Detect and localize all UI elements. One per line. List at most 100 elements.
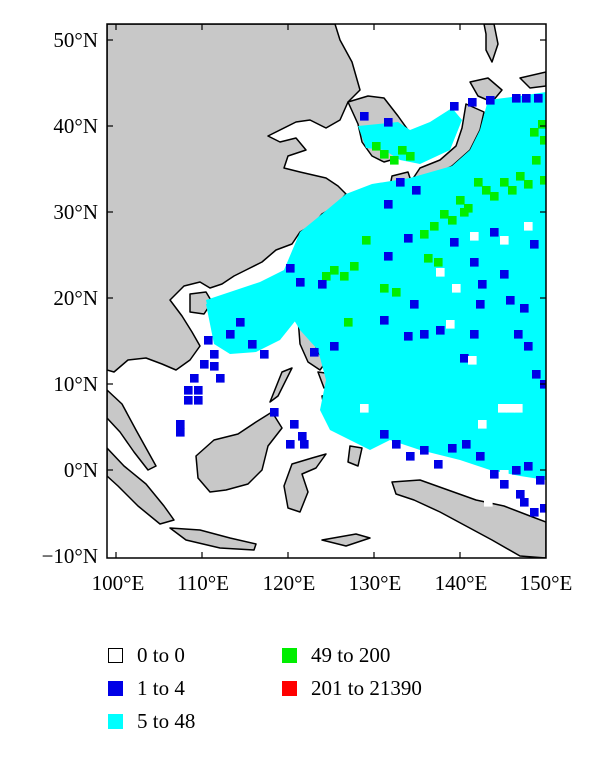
- count-cell-0: [498, 404, 507, 413]
- count-cell-1-4: [384, 200, 393, 209]
- count-cell-1-4: [210, 362, 219, 371]
- count-cell-49-200: [380, 284, 389, 293]
- count-cell-1-4: [420, 330, 429, 339]
- count-cell-1-4: [396, 178, 405, 187]
- count-cell-1-4: [360, 112, 369, 121]
- count-cell-1-4: [512, 466, 521, 475]
- count-cell-1-4: [506, 296, 515, 305]
- count-cell-1-4: [532, 370, 541, 379]
- count-cell-1-4: [520, 304, 529, 313]
- count-cell-1-4: [530, 240, 539, 249]
- lat-labels: 50°N 40°N 30°N 20°N 10°N 0°N −10°N: [42, 28, 98, 568]
- halmahera: [347, 445, 363, 467]
- count-cell-1-4: [540, 504, 546, 513]
- legend-item: 0 to 0: [108, 642, 185, 668]
- legend-label: 5 to 48: [137, 708, 196, 733]
- count-cell-49-200: [460, 208, 469, 217]
- count-cell-1-4: [248, 340, 257, 349]
- count-cell-49-200: [482, 186, 491, 195]
- count-cell-49-200: [372, 142, 381, 151]
- count-cell-1-4: [200, 360, 209, 369]
- count-cell-1-4: [450, 238, 459, 247]
- lon-labels: 100°E 110°E 120°E 130°E 140°E 150°E: [92, 571, 573, 595]
- count-cell-49-200: [508, 186, 517, 195]
- count-cell-49-200: [538, 120, 546, 129]
- count-cell-1-4: [412, 186, 421, 195]
- count-cell-49-200: [350, 262, 359, 271]
- borneo: [195, 411, 283, 493]
- count-cell-49-200: [430, 222, 439, 231]
- new-guinea: [391, 479, 546, 558]
- count-region-5-48: [206, 300, 296, 354]
- count-cell-1-4: [524, 462, 533, 471]
- legend-item: 1 to 4: [108, 675, 185, 701]
- count-cell-1-4: [318, 280, 327, 289]
- count-cell-1-4: [520, 498, 529, 507]
- count-cell-1-4: [536, 476, 545, 485]
- count-cell-1-4: [410, 300, 419, 309]
- count-cell-49-200: [448, 216, 457, 225]
- count-cell-49-200: [532, 156, 541, 165]
- lat-label: 0°N: [64, 458, 98, 482]
- count-cell-1-4: [380, 430, 389, 439]
- count-cell-49-200: [340, 272, 349, 281]
- count-cell-49-200: [390, 156, 399, 165]
- count-cell-49-200: [540, 176, 546, 185]
- count-cell-49-200: [456, 196, 465, 205]
- count-cell-1-4: [210, 350, 219, 359]
- legend-item: 201 to 21390: [282, 675, 422, 701]
- count-cell-1-4: [522, 94, 531, 103]
- count-cell-1-4: [286, 440, 295, 449]
- count-cell-49-200: [322, 272, 331, 281]
- count-cell-1-4: [194, 396, 203, 405]
- count-cell-49-200: [380, 150, 389, 159]
- count-cell-1-4: [404, 332, 413, 341]
- count-cell-1-4: [468, 98, 477, 107]
- land-layer: [107, 24, 546, 558]
- count-cell-49-200: [500, 178, 509, 187]
- legend-swatch: [108, 680, 123, 696]
- count-cell-1-4: [298, 432, 307, 441]
- count-cell-1-4: [470, 330, 479, 339]
- count-cell-49-200: [344, 318, 353, 327]
- count-cell-1-4: [460, 354, 469, 363]
- count-cell-1-4: [310, 348, 319, 357]
- malay-peninsula: [107, 389, 157, 471]
- count-cell-1-4: [434, 460, 443, 469]
- count-cell-49-200: [516, 172, 525, 181]
- count-cell-1-4: [384, 252, 393, 261]
- lon-label: 120°E: [263, 571, 316, 595]
- legend-swatch: [282, 647, 297, 663]
- count-cell-1-4: [490, 470, 499, 479]
- lat-label: 50°N: [53, 28, 98, 52]
- count-cell-1-4: [290, 420, 299, 429]
- legend-swatch: [108, 647, 123, 663]
- count-cell-1-4: [524, 342, 533, 351]
- count-region-5-48: [206, 92, 546, 480]
- count-cell-49-200: [420, 230, 429, 239]
- count-cell-49-200: [474, 178, 483, 187]
- count-cell-1-4: [512, 94, 521, 103]
- timor: [321, 533, 371, 547]
- plot-frame: [106, 23, 547, 559]
- count-cell-1-4: [530, 508, 539, 517]
- count-cell-1-4: [184, 386, 193, 395]
- count-cell-0: [500, 470, 509, 479]
- count-cell-49-200: [490, 192, 499, 201]
- count-cell-0: [436, 268, 445, 277]
- count-cell-1-4: [514, 330, 523, 339]
- count-cell-1-4: [516, 490, 525, 499]
- count-cell-49-200: [424, 254, 433, 263]
- palawan: [269, 367, 293, 403]
- count-cell-1-4: [476, 300, 485, 309]
- count-cell-1-4: [190, 374, 199, 383]
- count-cell-49-200: [362, 236, 371, 245]
- lat-label: 20°N: [53, 286, 98, 310]
- count-cell-49-200: [392, 288, 401, 297]
- lat-label: −10°N: [42, 544, 98, 568]
- count-cell-1-4: [184, 396, 193, 405]
- legend-swatch: [108, 713, 123, 729]
- lon-ticks: [115, 24, 461, 558]
- count-cell-0: [478, 420, 487, 429]
- count-cell-1-4: [384, 118, 393, 127]
